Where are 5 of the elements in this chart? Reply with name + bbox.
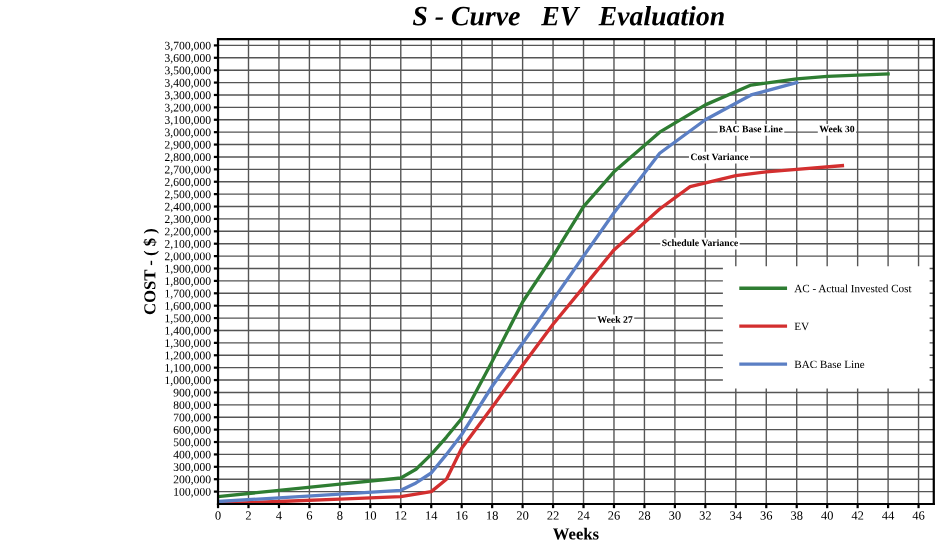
line-series [218,80,799,504]
line-series [218,72,890,499]
y-axis-title: COST - ( $ ) [143,228,159,315]
x-axis-title: Weeks [553,527,599,540]
chart-title: S - Curve EV Evaluation [412,5,724,26]
